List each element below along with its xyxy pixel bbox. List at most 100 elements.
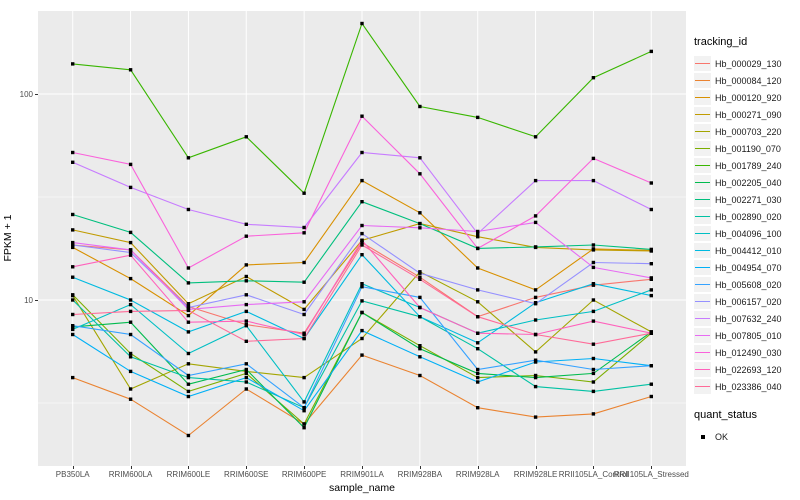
legend-item-label: Hb_004954_070 <box>715 262 782 273</box>
data-point <box>302 332 306 337</box>
data-point <box>476 229 480 234</box>
data-point <box>591 156 596 161</box>
x-tick-label-RRIM928BA: RRIM928BA <box>397 470 443 479</box>
data-point <box>360 299 364 303</box>
legend: tracking_id Hb_000029_130 Hb_000084_120 Hb… <box>694 30 798 445</box>
legend-item-label: Hb_007632_240 <box>715 313 782 324</box>
data-point <box>71 240 75 245</box>
data-point <box>591 319 596 323</box>
data-point <box>476 115 480 120</box>
data-point <box>71 332 75 337</box>
data-point <box>302 406 306 410</box>
legend-item-label: Hb_000029_130 <box>715 58 782 69</box>
data-point <box>476 235 480 239</box>
data-point <box>186 313 191 318</box>
data-point <box>360 231 364 236</box>
legend-title-quant-status: quant_status <box>694 409 757 421</box>
data-point <box>360 150 364 155</box>
data-point <box>418 221 422 226</box>
x-tick-label-RRIM928LE: RRIM928LE <box>513 470 558 479</box>
x-tick-label-RRIM928LA: RRIM928LA <box>455 470 500 479</box>
data-point <box>244 274 248 279</box>
data-point <box>71 312 75 317</box>
data-point <box>476 380 480 384</box>
data-point <box>244 263 248 267</box>
data-point <box>476 375 480 380</box>
data-point <box>591 260 596 265</box>
data-point <box>71 245 75 250</box>
x-tick-label-RRIM600SE: RRIM600SE <box>224 470 269 479</box>
data-point <box>186 305 191 310</box>
legend-item-Hb_000029_130: Hb_000029_130 <box>694 55 798 72</box>
x-tick-mark <box>593 466 595 469</box>
legend-item-label: OK <box>715 431 729 442</box>
legend-line-icon <box>695 352 710 353</box>
legend-key-swatch <box>694 328 711 343</box>
data-point <box>649 364 653 368</box>
data-point <box>418 295 422 300</box>
legend-line-icon <box>695 63 710 64</box>
legend-line-icon <box>695 114 710 115</box>
x-tick-label-RRIM901LA: RRIM901LA <box>340 470 384 479</box>
data-point <box>244 371 248 376</box>
data-point <box>533 135 538 139</box>
data-point <box>533 373 538 378</box>
legend-item-label: Hb_006157_020 <box>715 296 782 307</box>
data-point <box>591 371 596 376</box>
data-point <box>186 382 191 386</box>
legend-item-Hb_002890_020: Hb_002890_020 <box>694 208 798 225</box>
data-point <box>302 307 306 312</box>
data-point <box>591 389 596 394</box>
legend-line-icon <box>695 165 710 166</box>
square-point-icon <box>700 434 705 439</box>
legend-line-icon <box>695 284 710 285</box>
legend-item-Hb_012490_030: Hb_012490_030 <box>694 344 798 361</box>
legend-item-Hb_023386_040: Hb_023386_040 <box>694 378 798 395</box>
data-point <box>244 380 248 384</box>
data-point <box>418 104 422 109</box>
data-point <box>128 355 133 359</box>
plot-canvas <box>38 11 686 466</box>
data-point <box>418 211 422 215</box>
legend-item-label: Hb_002271_030 <box>715 194 782 205</box>
legend-key-swatch <box>694 141 711 156</box>
data-point <box>128 185 133 190</box>
data-point <box>186 375 191 380</box>
legend-key-swatch <box>694 311 711 326</box>
data-point <box>71 265 75 269</box>
data-point <box>533 214 538 218</box>
data-point <box>186 373 191 378</box>
legend-item-label: Hb_000120_920 <box>715 92 782 103</box>
data-point <box>360 178 364 183</box>
legend-item-label: Hb_023386_040 <box>715 381 782 392</box>
data-point <box>186 207 191 212</box>
data-point <box>244 293 248 297</box>
legend-item-Hb_004096_100: Hb_004096_100 <box>694 225 798 242</box>
data-point <box>71 212 75 217</box>
data-point <box>244 362 248 366</box>
legend-item-Hb_001190_070: Hb_001190_070 <box>694 140 798 157</box>
data-point <box>533 350 538 354</box>
legend-key-swatch <box>694 226 711 241</box>
data-point <box>649 382 653 386</box>
data-point <box>360 240 364 245</box>
x-tick-mark <box>362 466 363 469</box>
x-tick-mark <box>304 466 306 469</box>
legend-item-Hb_004954_070: Hb_004954_070 <box>694 259 798 276</box>
legend-item-Hb_006157_020: Hb_006157_020 <box>694 293 798 310</box>
data-point <box>591 76 596 80</box>
legend-line-icon <box>695 301 710 302</box>
legend-key-swatch <box>694 294 711 309</box>
data-point <box>649 207 653 212</box>
data-point <box>128 302 133 307</box>
legend-item-Hb_004412_010: Hb_004412_010 <box>694 242 798 259</box>
data-point <box>476 367 480 372</box>
y-tick-mark <box>35 300 38 301</box>
data-point <box>360 285 364 289</box>
data-point <box>71 243 75 247</box>
data-point <box>476 288 480 292</box>
data-point <box>302 225 306 230</box>
data-point <box>128 351 133 356</box>
legend-item-label: Hb_007805_010 <box>715 330 782 341</box>
x-tick-label-RRIM600LE: RRIM600LE <box>166 470 211 479</box>
